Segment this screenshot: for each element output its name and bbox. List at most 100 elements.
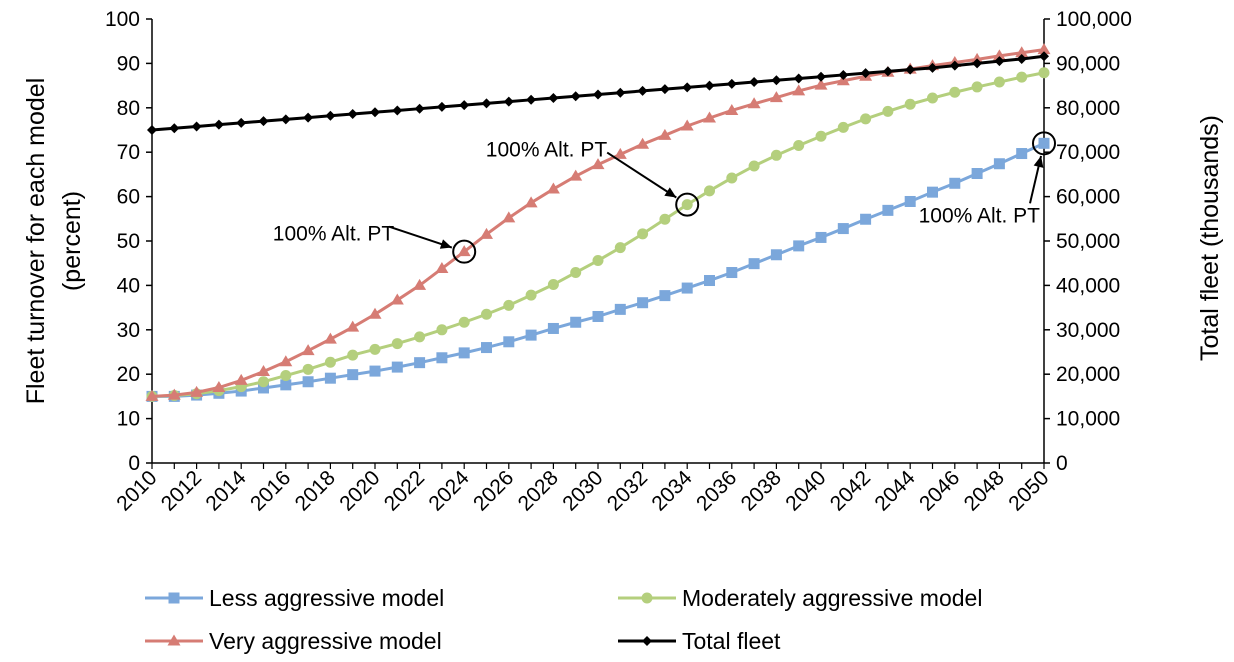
x-tick-label: 2016 — [246, 466, 295, 515]
data-point-total-fleet — [481, 98, 492, 109]
data-point-total-fleet — [347, 109, 358, 120]
x-tick-label: 2012 — [157, 466, 206, 515]
data-point-very-aggressive-model — [703, 111, 716, 123]
data-point-total-fleet — [949, 60, 960, 71]
data-point-moderately-aggressive-model — [1016, 71, 1028, 83]
x-tick-label: 2048 — [960, 466, 1009, 515]
annotation-circle — [1032, 131, 1056, 156]
data-point-very-aggressive-model — [792, 84, 806, 96]
data-point-total-fleet — [838, 69, 849, 80]
legend-item-very-aggressive-model: Very aggressive model — [145, 628, 442, 654]
data-point-moderately-aggressive-model — [971, 81, 983, 93]
series-moderately-aggressive-model — [146, 67, 1050, 402]
data-point-moderately-aggressive-model — [726, 172, 738, 184]
data-point-less-aggressive-model — [748, 258, 760, 270]
data-point-total-fleet — [392, 105, 403, 116]
data-point-less-aggressive-model — [971, 168, 983, 180]
x-tick-label: 2044 — [870, 466, 920, 516]
data-point-very-aggressive-model — [390, 293, 404, 305]
data-point-total-fleet — [280, 114, 291, 125]
data-point-less-aggressive-model — [681, 282, 693, 294]
data-point-total-fleet — [927, 62, 938, 73]
legend-item-less-aggressive-model: Less aggressive model — [145, 585, 444, 611]
data-point-total-fleet — [258, 116, 269, 127]
data-point-total-fleet — [994, 56, 1005, 67]
data-point-moderately-aggressive-model — [525, 289, 537, 301]
data-point-very-aggressive-model — [457, 245, 471, 257]
data-point-total-fleet — [548, 93, 559, 104]
legend-item-total-fleet: Total fleet — [618, 628, 781, 654]
data-point-very-aggressive-model — [480, 227, 493, 239]
data-point-very-aggressive-model — [435, 262, 449, 274]
y-tick-label-left: 50 — [117, 230, 140, 253]
data-point-less-aggressive-model — [347, 369, 359, 381]
data-point-moderately-aggressive-model — [570, 267, 582, 279]
y-tick-label-left: 10 — [117, 408, 140, 431]
annotation-arrow-head — [439, 239, 452, 249]
data-point-less-aggressive-model — [770, 249, 782, 261]
y-axis-title-left-line: Fleet turnover for each model — [22, 78, 50, 405]
data-point-less-aggressive-model — [302, 376, 314, 388]
y-tick-label-right: 20,000 — [1056, 363, 1120, 386]
axes: 0102030405060708090100010,00020,00030,00… — [22, 8, 1224, 516]
data-point-less-aggressive-model — [726, 267, 738, 279]
x-tick-label: 2020 — [335, 466, 384, 515]
data-point-less-aggressive-model — [927, 186, 938, 198]
data-point-total-fleet — [169, 123, 180, 134]
annotation-arrow-head — [1033, 155, 1044, 168]
x-tick-label: 2028 — [514, 466, 563, 515]
data-point-total-fleet — [303, 112, 314, 123]
legend-swatch-marker — [168, 592, 180, 604]
data-point-total-fleet — [325, 110, 336, 121]
data-point-very-aggressive-model — [1037, 43, 1051, 55]
data-point-moderately-aggressive-model — [704, 185, 715, 197]
y-tick-label-left: 100 — [105, 8, 140, 31]
data-point-less-aggressive-model — [280, 379, 292, 391]
data-point-less-aggressive-model — [837, 223, 849, 235]
y-axis-title-left-line: (percent) — [58, 191, 86, 291]
data-point-moderately-aggressive-model — [1038, 67, 1050, 79]
data-point-total-fleet — [726, 78, 737, 89]
x-tick-label: 2026 — [469, 466, 518, 515]
data-point-less-aggressive-model — [525, 329, 537, 341]
data-point-very-aggressive-model — [502, 211, 516, 223]
data-point-less-aggressive-model — [258, 382, 269, 394]
data-point-very-aggressive-model — [524, 196, 538, 208]
data-point-total-fleet — [191, 121, 202, 132]
data-point-very-aggressive-model — [814, 78, 828, 90]
data-point-moderately-aggressive-model — [993, 76, 1005, 88]
data-point-total-fleet — [570, 91, 581, 102]
y-tick-label-right: 40,000 — [1056, 274, 1120, 297]
y-axis-title-left: Fleet turnover for each model (percent) — [22, 78, 86, 405]
data-point-less-aggressive-model — [815, 231, 827, 243]
data-point-moderately-aggressive-model — [369, 343, 381, 355]
data-point-moderately-aggressive-model — [592, 255, 604, 267]
data-point-moderately-aggressive-model — [347, 349, 359, 361]
y-tick-label-right: 70,000 — [1056, 141, 1120, 164]
data-point-less-aggressive-model — [949, 177, 961, 189]
data-point-total-fleet — [593, 89, 603, 100]
x-tick-label: 2014 — [201, 466, 251, 516]
data-point-very-aggressive-model — [279, 355, 293, 367]
data-point-very-aggressive-model — [636, 137, 650, 149]
legend-label: Very aggressive model — [209, 628, 442, 654]
data-point-total-fleet — [704, 80, 715, 91]
data-point-total-fleet — [526, 94, 537, 105]
data-point-total-fleet — [147, 125, 157, 135]
data-point-total-fleet — [1016, 53, 1027, 64]
data-point-less-aggressive-model — [592, 310, 604, 322]
annotations: 100% Alt. PT 100% Alt. PT 100% Alt. PT — [273, 131, 1056, 264]
data-point-less-aggressive-model — [637, 297, 649, 309]
x-tick-label: 2010 — [112, 466, 161, 515]
x-tick-label: 2024 — [424, 466, 474, 516]
data-point-moderately-aggressive-model — [793, 140, 805, 152]
data-point-moderately-aggressive-model — [481, 308, 492, 320]
x-tick-label: 2040 — [781, 466, 830, 515]
data-point-less-aggressive-model — [882, 204, 894, 216]
y-tick-label-left: 60 — [117, 186, 140, 209]
data-point-very-aggressive-model — [212, 381, 226, 393]
data-point-less-aggressive-model — [704, 275, 715, 287]
data-point-very-aggressive-model — [680, 119, 694, 131]
annotation-arrow-line — [388, 225, 453, 249]
data-point-moderately-aggressive-model — [860, 113, 872, 125]
